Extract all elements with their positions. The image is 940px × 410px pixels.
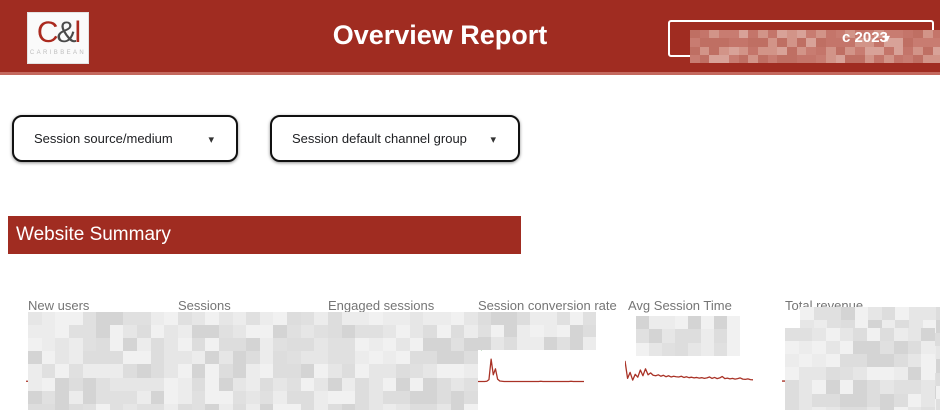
scorecard-avg-session-time: Avg Session Time (620, 292, 770, 410)
brand-logo: C&l CARIBBEAN (27, 12, 89, 64)
sparkline-chart (625, 356, 753, 384)
redacted-value (28, 312, 178, 410)
redacted-value (636, 316, 740, 356)
scorecard-label: Avg Session Time (628, 298, 732, 313)
scorecard-label: Engaged sessions (328, 298, 435, 313)
filter-session-default-channel-group[interactable]: Session default channel group ▾ (270, 115, 520, 162)
scorecard-total-revenue: Total revenue No data (777, 292, 940, 410)
filter-label: Session default channel group (292, 131, 467, 146)
scorecard-new-users: New users No data (20, 292, 178, 410)
scorecard-label: Sessions (178, 298, 231, 313)
section-header-website-summary: Website Summary (8, 216, 521, 254)
scorecard-label: New users (28, 298, 90, 313)
filter-session-source-medium[interactable]: Session source/medium ▾ (12, 115, 238, 162)
logo-ampersand: & (56, 16, 76, 49)
scorecard-session-conversion-rate: Session conversion rate ↑ N/A (470, 292, 620, 410)
redacted-value (328, 312, 478, 410)
filter-label: Session source/medium (34, 131, 173, 146)
redacted-value (178, 312, 328, 410)
sparkline-chart (476, 356, 584, 384)
page-title: Overview Report (332, 20, 548, 50)
scorecard-engaged-sessions: Engaged sessions ↑ N/A (320, 292, 478, 410)
redacted-value (478, 312, 596, 350)
brand-logo-subtitle: CARIBBEAN (29, 50, 87, 56)
date-range-selector[interactable]: c 2023 ▾ (668, 20, 940, 63)
app-header: C&l CARIBBEAN Overview Report c 2023 ▾ (0, 0, 940, 75)
chevron-down-icon: ▾ (490, 134, 496, 146)
logo-letter-i: l (74, 16, 82, 49)
chevron-down-icon: ▾ (208, 134, 214, 146)
logo-letter-c: C (36, 16, 59, 49)
dropdown-caret-icon: ▾ (884, 31, 891, 45)
section-title: Website Summary (16, 224, 171, 245)
scorecard-label: Session conversion rate (478, 298, 617, 313)
redacted-value (785, 328, 935, 410)
date-range-redaction (690, 30, 940, 63)
brand-logo-monogram: C&l (27, 16, 89, 49)
scorecard-sessions: Sessions ↑ N/A (170, 292, 328, 410)
date-range-text: c 2023 (842, 29, 888, 46)
